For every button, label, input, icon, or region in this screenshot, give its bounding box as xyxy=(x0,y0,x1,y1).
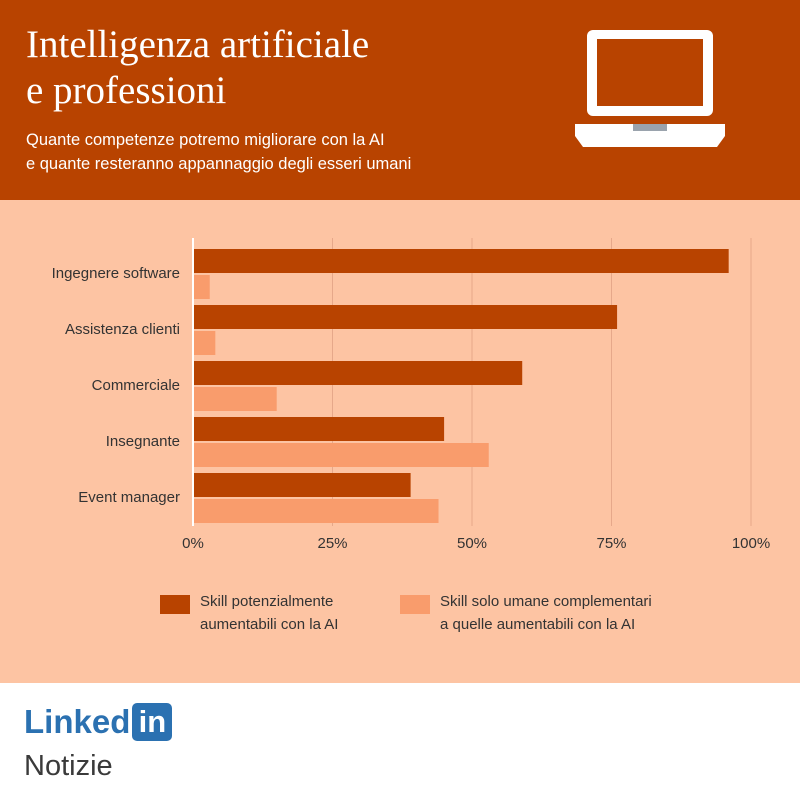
linkedin-in-icon: in xyxy=(132,703,173,741)
brand-notizie: Notizie xyxy=(24,750,113,782)
linkedin-logo[interactable]: Linked in xyxy=(24,703,173,743)
x-tick-label-25: 25% xyxy=(317,535,347,552)
x-tick-label-100: 100% xyxy=(732,535,770,552)
bar-chart: Ingegnere software Assistenza clienti Comm… xyxy=(52,238,770,552)
category-label-1: Assistenza clienti xyxy=(65,321,180,338)
page-title: Intelligenza artificiale e professioni xyxy=(26,22,546,114)
footer: Linked in Notizie xyxy=(0,683,800,800)
category-label-3: Insegnante xyxy=(106,433,180,450)
chart-legend: Skill potenzialmente aumentabili con la A… xyxy=(0,590,800,650)
page-subtitle: Quante competenze potremo migliorare con… xyxy=(26,128,546,176)
bar-ai-0 xyxy=(193,249,729,273)
legend-label-human-skills-line-2: a quelle aumentabili con la AI xyxy=(440,616,636,633)
x-tick-label-50: 50% xyxy=(457,535,487,552)
bar-human-1 xyxy=(193,331,216,355)
legend-swatch-ai-skills xyxy=(160,595,190,614)
legend-label-human-skills: Skill solo umane complementari a quelle a… xyxy=(440,590,720,636)
subtitle-line-2: e quante resteranno appannaggio degli es… xyxy=(26,155,412,173)
bar-ai-3 xyxy=(193,417,445,441)
category-label-2: Commerciale xyxy=(92,377,180,394)
legend-label-ai-skills: Skill potenzialmente aumentabili con la A… xyxy=(200,590,480,636)
subtitle-line-1: Quante competenze potremo migliorare con… xyxy=(26,131,385,149)
bar-ai-4 xyxy=(193,473,411,497)
bar-human-2 xyxy=(193,387,277,411)
bar-human-4 xyxy=(193,499,439,523)
legend-label-ai-skills-line-1: Skill potenzialmente xyxy=(200,593,334,610)
legend-label-human-skills-line-1: Skill solo umane complementari xyxy=(440,593,652,610)
legend-label-ai-skills-line-2: aumentabili con la AI xyxy=(200,616,339,633)
title-line-1: Intelligenza artificiale xyxy=(26,23,370,66)
category-label-4: Event manager xyxy=(78,489,180,506)
bar-ai-1 xyxy=(193,305,618,329)
x-tick-label-75: 75% xyxy=(596,535,626,552)
title-line-2: e professioni xyxy=(26,69,227,112)
bar-ai-2 xyxy=(193,361,523,385)
category-label-0: Ingegnere software xyxy=(52,265,180,282)
laptop-icon xyxy=(575,30,725,147)
legend-swatch-human-skills xyxy=(400,595,430,614)
bar-human-0 xyxy=(193,275,210,299)
chart-area: Ingegnere software Assistenza clienti Comm… xyxy=(0,200,800,683)
linkedin-logo-text: Linked xyxy=(24,703,131,740)
header-banner: Intelligenza artificiale e professioni Qu… xyxy=(0,0,800,200)
bar-human-3 xyxy=(193,443,489,467)
x-tick-label-0: 0% xyxy=(182,535,204,552)
